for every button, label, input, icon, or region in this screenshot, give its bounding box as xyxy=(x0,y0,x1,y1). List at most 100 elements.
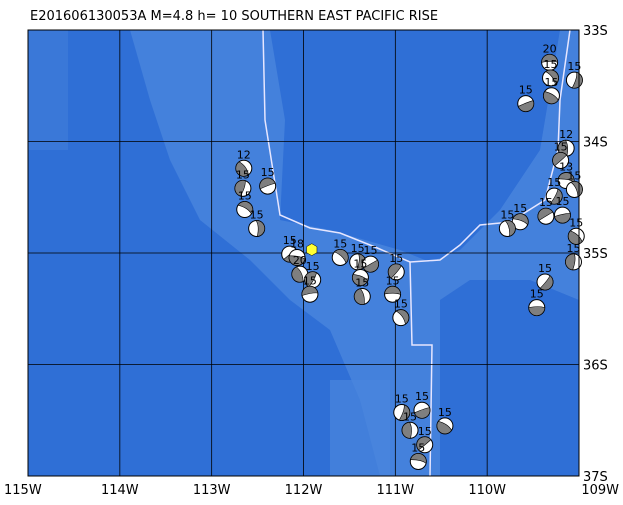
focal-mechanism xyxy=(248,219,266,237)
depth-label: 15 xyxy=(513,202,527,215)
compression-quadrant xyxy=(528,306,546,316)
focal-mechanism xyxy=(288,248,306,266)
focal-mechanism xyxy=(353,287,371,305)
depth-label: 15 xyxy=(238,190,252,203)
depth-label: 15 xyxy=(530,288,544,301)
depth-label: 15 xyxy=(351,242,365,255)
focal-mechanism xyxy=(436,417,454,435)
depth-label: 15 xyxy=(283,234,297,247)
title: E201606130053A M=4.8 h= 10 SOUTHERN EAST… xyxy=(30,9,438,24)
compression-quadrant xyxy=(517,100,534,112)
focal-mechanism xyxy=(362,255,380,273)
compression-quadrant xyxy=(401,421,412,439)
depth-label: 15 xyxy=(415,390,429,403)
focal-mechanism xyxy=(304,271,322,289)
compression-quadrant xyxy=(539,275,554,291)
focal-mechanism xyxy=(416,436,434,454)
focal-mechanism xyxy=(331,248,349,266)
depth-label: 15 xyxy=(519,84,533,97)
compression-quadrant xyxy=(237,201,254,215)
focal-mechanism xyxy=(511,213,529,231)
focal-mechanism xyxy=(301,285,319,303)
depth-label: 13 xyxy=(559,161,573,174)
x-tick-label: 112W xyxy=(285,483,323,498)
focal-mechanism xyxy=(545,187,563,205)
focal-mechanism xyxy=(498,219,516,237)
focal-mechanism xyxy=(528,299,546,317)
depth-label: 15 xyxy=(353,258,367,271)
focal-mechanism xyxy=(565,71,583,89)
compression-quadrant xyxy=(259,177,276,190)
compression-quadrant xyxy=(543,91,559,104)
epicenter xyxy=(306,243,318,256)
compression-quadrant xyxy=(363,259,379,273)
depth-label: 15 xyxy=(250,208,264,221)
compression-quadrant xyxy=(554,213,571,224)
compression-quadrant xyxy=(288,255,306,266)
y-tick-label: 34S xyxy=(583,136,608,151)
depth-label: 15 xyxy=(500,208,514,221)
depth-label: 15 xyxy=(389,252,403,265)
compression-quadrant xyxy=(504,220,516,237)
depth-label: 15 xyxy=(236,168,250,181)
x-tick-label: 114W xyxy=(101,483,139,498)
x-tick-label: 115W xyxy=(4,483,42,498)
focal-mechanism xyxy=(259,177,277,195)
focal-mechanism xyxy=(235,159,253,177)
focal-mechanism xyxy=(351,269,369,287)
compression-quadrant xyxy=(235,161,249,177)
y-tick-label: 37S xyxy=(583,470,608,485)
depth-label: 15 xyxy=(538,262,552,275)
focal-mechanism xyxy=(542,87,560,105)
depth-label: 15 xyxy=(544,76,558,89)
compression-quadrant xyxy=(541,54,558,63)
depth-label: 15 xyxy=(418,425,432,438)
compression-quadrant xyxy=(398,404,410,421)
focal-mechanism xyxy=(236,201,254,219)
focal-mechanism xyxy=(413,401,431,419)
compression-quadrant xyxy=(234,180,246,197)
depth-label: 15 xyxy=(567,60,581,73)
depth-label: 15 xyxy=(386,274,400,287)
compression-quadrant xyxy=(352,274,369,286)
compression-quadrant xyxy=(436,421,452,435)
transform-fault xyxy=(409,261,433,477)
compression-quadrant xyxy=(333,249,349,264)
depth-label: 15 xyxy=(355,276,369,289)
focal-mechanism xyxy=(384,285,402,303)
x-tick-label: 113W xyxy=(193,483,231,498)
depth-label: 20 xyxy=(293,254,307,267)
compression-quadrant xyxy=(410,453,427,464)
focal-mechanism xyxy=(564,253,582,271)
compression-quadrant xyxy=(395,309,410,325)
compression-quadrant xyxy=(384,286,401,295)
depth-label: 15 xyxy=(364,244,378,257)
compression-quadrant xyxy=(416,436,432,451)
y-tick-label: 35S xyxy=(583,247,608,262)
focal-mechanism xyxy=(541,53,559,71)
frame xyxy=(27,29,580,477)
focal-mechanism xyxy=(387,263,405,281)
focal-mechanism xyxy=(567,227,585,245)
focal-mechanism xyxy=(393,403,411,421)
focal-mechanism xyxy=(542,69,560,87)
focal-mechanism xyxy=(401,421,419,439)
focal-mechanism xyxy=(392,309,410,327)
depth-label: 15 xyxy=(306,260,320,273)
compression-quadrant xyxy=(301,285,319,296)
depth-label: 15 xyxy=(333,237,347,250)
depth-label: 18 xyxy=(290,237,304,250)
compression-quadrant xyxy=(545,69,559,85)
depth-label: 15 xyxy=(438,406,452,419)
focal-mechanism xyxy=(536,273,554,291)
depth-label: 15 xyxy=(395,392,409,405)
compression-quadrant xyxy=(291,266,304,283)
depth-label: 15 xyxy=(394,298,408,311)
y-tick-label: 36S xyxy=(583,359,608,374)
depth-label: 12 xyxy=(237,148,251,161)
compression-quadrant xyxy=(354,288,365,305)
compression-quadrant xyxy=(552,152,567,167)
focal-mechanism xyxy=(291,265,309,283)
